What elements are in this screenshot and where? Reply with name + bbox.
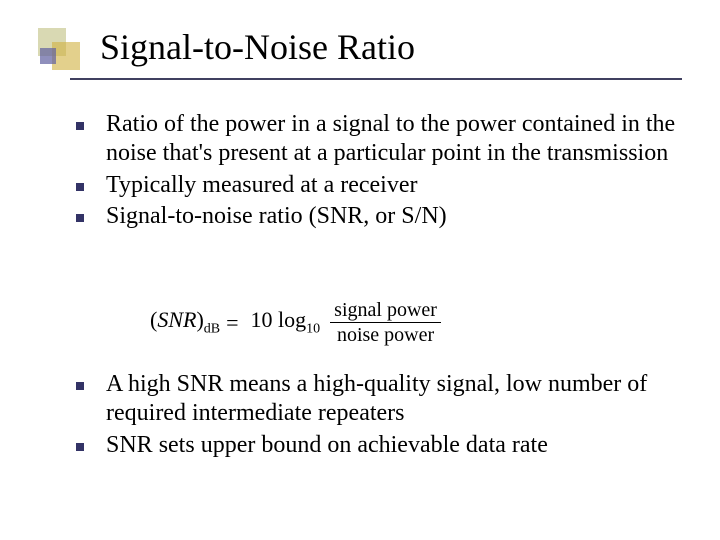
bullet-icon	[76, 122, 84, 130]
bullet-icon	[76, 382, 84, 390]
bullet-text: A high SNR means a high-quality signal, …	[106, 370, 686, 429]
list-item: A high SNR means a high-quality signal, …	[76, 370, 686, 429]
title-underline	[70, 78, 682, 80]
formula-coef-text: 10 log	[251, 307, 307, 332]
list-item: SNR sets upper bound on achievable data …	[76, 431, 686, 460]
bullet-text: Ratio of the power in a signal to the po…	[106, 110, 686, 169]
formula-equals: =	[226, 310, 238, 336]
formula-log-base: 10	[306, 322, 320, 337]
ornament-square-2	[52, 42, 80, 70]
snr-formula: (SNR)dB = 10 log10 signal power noise po…	[150, 298, 550, 347]
formula-subscript: dB	[204, 322, 220, 337]
slide-title: Signal-to-Noise Ratio	[100, 26, 415, 68]
bullet-text: Signal-to-noise ratio (SNR, or S/N)	[106, 202, 447, 231]
bullet-icon	[76, 214, 84, 222]
ornament-square-3	[40, 48, 56, 64]
bullet-list-2: A high SNR means a high-quality signal, …	[76, 370, 686, 462]
list-item: Ratio of the power in a signal to the po…	[76, 110, 686, 169]
paren-close: )	[196, 307, 203, 332]
bullet-text: Typically measured at a receiver	[106, 171, 417, 200]
list-item: Typically measured at a receiver	[76, 171, 686, 200]
formula-var: SNR	[157, 307, 196, 332]
formula-coefficient: 10 log10	[251, 307, 321, 337]
list-item: Signal-to-noise ratio (SNR, or S/N)	[76, 202, 686, 231]
fraction-denominator: noise power	[333, 323, 438, 347]
formula-lhs: (SNR)dB	[150, 307, 220, 337]
formula-fraction: signal power noise power	[330, 298, 441, 347]
title-ornament	[38, 28, 86, 76]
bullet-icon	[76, 183, 84, 191]
fraction-numerator: signal power	[330, 298, 441, 322]
bullet-list-1: Ratio of the power in a signal to the po…	[76, 110, 686, 233]
bullet-text: SNR sets upper bound on achievable data …	[106, 431, 548, 460]
bullet-icon	[76, 443, 84, 451]
